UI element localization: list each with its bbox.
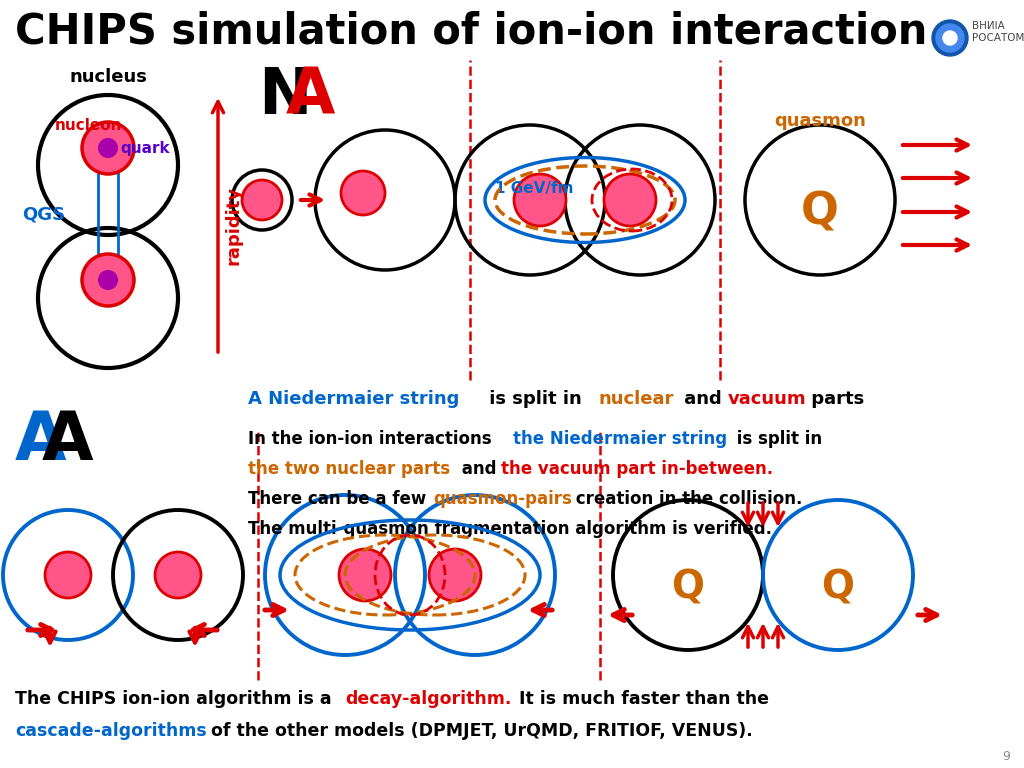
- Text: quark: quark: [120, 141, 170, 155]
- Text: CHIPS simulation of ion-ion interaction: CHIPS simulation of ion-ion interaction: [15, 10, 928, 52]
- Text: Q: Q: [801, 190, 839, 233]
- Circle shape: [339, 549, 391, 601]
- Text: parts: parts: [805, 390, 864, 408]
- Circle shape: [604, 174, 656, 226]
- Text: In the ion-ion interactions: In the ion-ion interactions: [248, 430, 498, 448]
- Text: A: A: [42, 408, 93, 474]
- Text: creation in the collision.: creation in the collision.: [570, 490, 803, 508]
- Circle shape: [155, 552, 201, 598]
- Text: N: N: [258, 65, 311, 127]
- Text: is split in: is split in: [483, 390, 588, 408]
- Text: rapidity: rapidity: [225, 185, 243, 264]
- Text: nucleus: nucleus: [69, 68, 146, 86]
- Text: 9: 9: [1002, 750, 1010, 763]
- Text: vacuum: vacuum: [728, 390, 807, 408]
- Text: decay-algorithm.: decay-algorithm.: [345, 690, 511, 708]
- Text: A: A: [286, 65, 336, 127]
- Text: the Niedermaier string: the Niedermaier string: [513, 430, 727, 448]
- Text: The multi-quasmon fragmentation algorithm is verified.: The multi-quasmon fragmentation algorith…: [248, 520, 772, 538]
- Circle shape: [82, 122, 134, 174]
- Circle shape: [943, 31, 957, 45]
- Text: It is much faster than the: It is much faster than the: [513, 690, 769, 708]
- Text: the vacuum part in-between.: the vacuum part in-between.: [501, 460, 773, 478]
- Text: quasmon-pairs: quasmon-pairs: [433, 490, 571, 508]
- Circle shape: [45, 552, 91, 598]
- Circle shape: [82, 254, 134, 306]
- Text: Q: Q: [672, 568, 705, 606]
- Text: The CHIPS ion-ion algorithm is a: The CHIPS ion-ion algorithm is a: [15, 690, 338, 708]
- Text: quasmon: quasmon: [774, 112, 866, 130]
- Text: is split in: is split in: [731, 430, 822, 448]
- Circle shape: [514, 174, 566, 226]
- Text: A Niedermaier string: A Niedermaier string: [248, 390, 460, 408]
- Text: of the other models (DPMJET, UrQMD, FRITIOF, VENUS).: of the other models (DPMJET, UrQMD, FRIT…: [205, 722, 753, 740]
- Text: Q: Q: [821, 568, 854, 606]
- Text: and: and: [678, 390, 728, 408]
- Circle shape: [99, 271, 117, 289]
- Circle shape: [936, 24, 964, 52]
- Text: A: A: [15, 408, 67, 474]
- Text: the two nuclear parts: the two nuclear parts: [248, 460, 451, 478]
- Text: cascade-algorithms: cascade-algorithms: [15, 722, 207, 740]
- Text: and: and: [456, 460, 502, 478]
- Text: QGS: QGS: [22, 206, 66, 224]
- Circle shape: [932, 20, 968, 56]
- Circle shape: [341, 171, 385, 215]
- Circle shape: [99, 139, 117, 157]
- Circle shape: [429, 549, 481, 601]
- Text: 1 GeV/fm: 1 GeV/fm: [495, 180, 573, 196]
- Text: nuclear: nuclear: [598, 390, 674, 408]
- Text: nucleon: nucleon: [54, 118, 122, 133]
- Circle shape: [242, 180, 282, 220]
- Text: ВНИIA
РОСАТОМ: ВНИIA РОСАТОМ: [972, 22, 1024, 43]
- Text: There can be a few: There can be a few: [248, 490, 432, 508]
